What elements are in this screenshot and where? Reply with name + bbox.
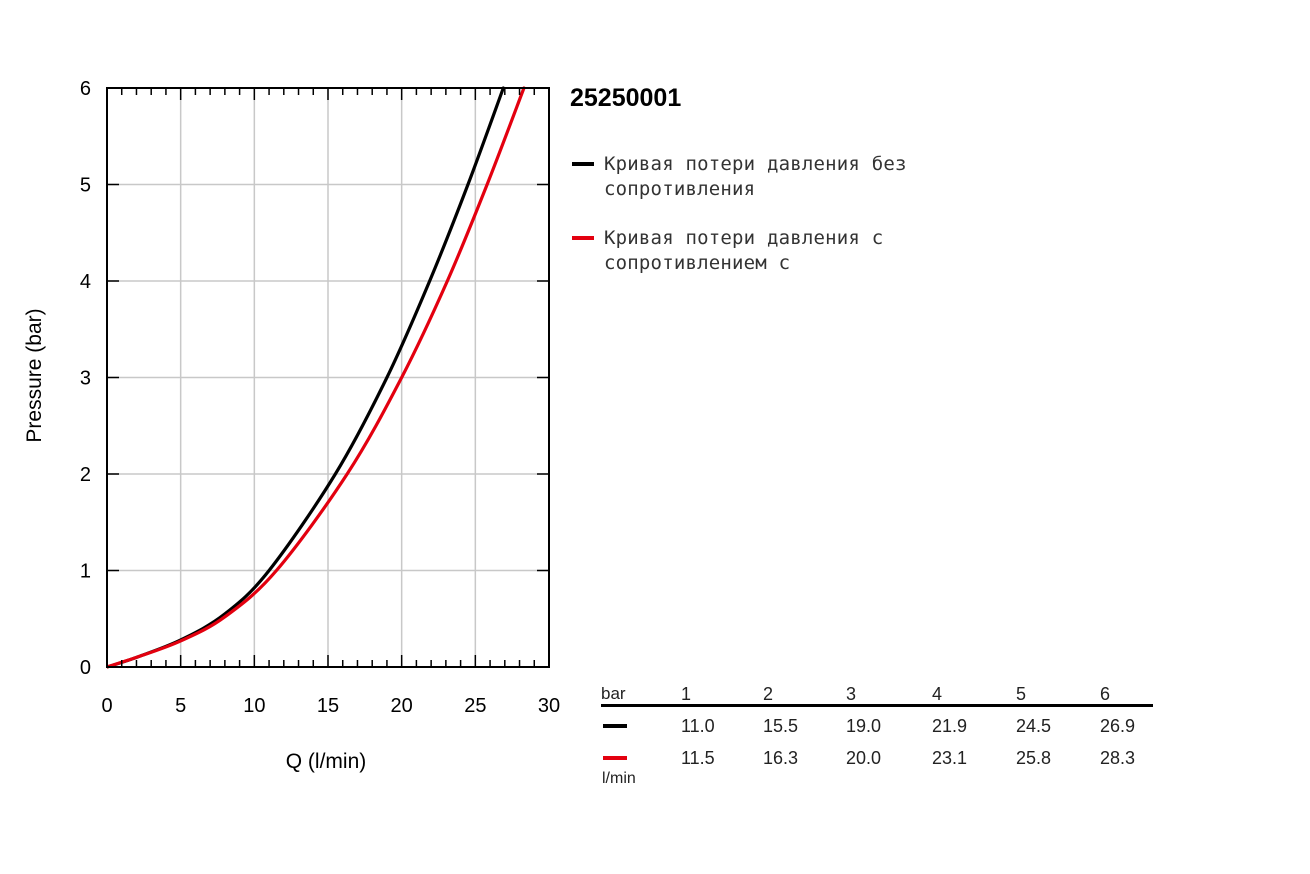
table-header-cell: 2 xyxy=(763,684,774,704)
x-axis-label: Q (l/min) xyxy=(286,750,367,773)
x-tick-label: 10 xyxy=(243,695,265,717)
table-row-unit: l/min xyxy=(602,770,636,787)
axis-ticks: 0 5 10 15 20 25 30 0 1 2 3 4 5 6 xyxy=(80,78,560,717)
legend-label: Кривая потери давления без сопротивления xyxy=(604,153,907,200)
legend-swatch-black xyxy=(572,162,594,166)
table-cell: 11.0 xyxy=(681,716,715,736)
y-tick-label: 5 xyxy=(80,175,91,197)
table-cell: 23.1 xyxy=(932,748,968,768)
table-header-unit: bar xyxy=(601,684,626,703)
values-table: bar 1 2 3 4 5 6 11.0 15.5 19.0 21.9 24.5… xyxy=(601,684,1153,794)
table-header-cell: 1 xyxy=(681,684,692,704)
x-tick-label: 25 xyxy=(464,695,486,717)
table-cell: 15.5 xyxy=(763,716,799,736)
y-tick-label: 1 xyxy=(80,561,91,583)
table-header-cell: 6 xyxy=(1100,684,1111,704)
grid xyxy=(106,87,550,668)
table-cell: 11.5 xyxy=(681,748,715,768)
table-cell: 20.0 xyxy=(846,748,882,768)
table-divider xyxy=(601,704,1153,707)
y-tick-label: 0 xyxy=(80,657,91,679)
x-tick-label: 30 xyxy=(538,695,560,717)
table-header-cell: 5 xyxy=(1016,684,1027,704)
legend-item-with-resistance: Кривая потери давления с сопротивлением … xyxy=(572,226,992,276)
table-header-cell: 3 xyxy=(846,684,857,704)
y-tick-label: 2 xyxy=(80,464,91,486)
series-line-with-resistance xyxy=(107,86,526,669)
table-cell: 16.3 xyxy=(763,748,799,768)
x-tick-label: 20 xyxy=(391,695,413,717)
y-tick-label: 6 xyxy=(80,78,91,100)
x-tick-label: 0 xyxy=(101,695,112,717)
y-axis-label: Pressure (bar) xyxy=(23,308,46,442)
table-cell: 25.8 xyxy=(1016,748,1052,768)
row-swatch-black xyxy=(603,724,627,728)
y-tick-label: 3 xyxy=(80,368,91,390)
table-cell: 21.9 xyxy=(932,716,968,736)
legend-swatch-red xyxy=(572,236,594,240)
legend-item-without-resistance: Кривая потери давления без сопротивления xyxy=(572,152,992,202)
legend: Кривая потери давления без сопротивления… xyxy=(572,152,992,300)
series-lines xyxy=(107,86,526,669)
row-swatch-red xyxy=(603,756,627,760)
table-cell: 26.9 xyxy=(1100,716,1136,736)
table-header-cell: 4 xyxy=(932,684,943,704)
legend-label: Кривая потери давления с сопротивлением … xyxy=(604,227,884,274)
x-tick-label: 5 xyxy=(175,695,186,717)
x-tick-label: 15 xyxy=(317,695,339,717)
table-cell: 28.3 xyxy=(1100,748,1136,768)
table-cell: 24.5 xyxy=(1016,716,1052,736)
y-tick-label: 4 xyxy=(80,271,91,293)
chart-title: 25250001 xyxy=(570,84,682,112)
table-cell: 19.0 xyxy=(846,716,882,736)
